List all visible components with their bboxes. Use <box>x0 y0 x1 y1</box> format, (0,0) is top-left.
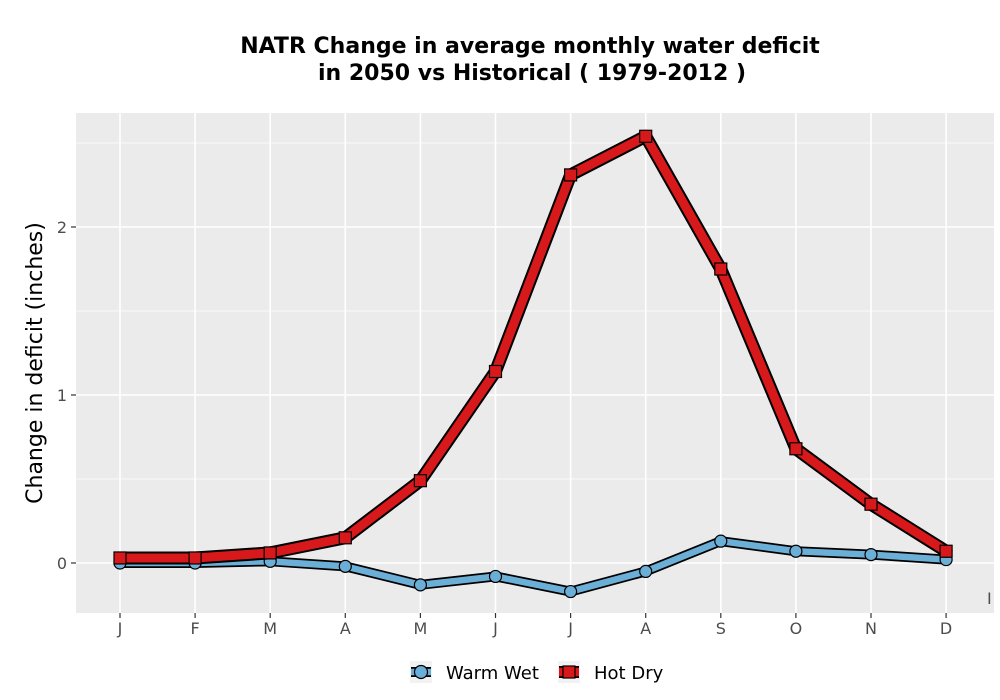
data-point <box>789 442 803 456</box>
plot-panel <box>76 113 994 613</box>
data-point <box>263 546 277 560</box>
data-point <box>113 551 127 565</box>
stray-label: I <box>987 589 992 608</box>
legend-key-marker <box>413 664 429 680</box>
legend-item: Hot Dry <box>558 661 664 684</box>
x-tick-label: A <box>640 619 651 638</box>
chart-title: NATR Change in average monthly water def… <box>240 34 820 59</box>
data-point <box>864 547 878 562</box>
data-point <box>939 544 953 558</box>
x-tick-label: S <box>716 619 726 638</box>
data-point <box>488 364 503 379</box>
data-point <box>639 129 653 143</box>
series-line <box>116 537 950 595</box>
series-line <box>115 131 951 563</box>
x-tick-label: J <box>117 619 123 638</box>
data-point <box>413 578 427 592</box>
y-axis-label: Change in deficit (inches) <box>23 222 48 504</box>
gridlines <box>76 113 994 613</box>
data-point <box>488 569 503 584</box>
x-tick-label: N <box>865 619 877 638</box>
y-tick-label: 2 <box>57 218 67 237</box>
series-layer <box>113 129 953 599</box>
data-point <box>563 584 578 599</box>
data-point <box>338 531 352 545</box>
x-tick-label: A <box>340 619 351 638</box>
x-tick-label: J <box>492 619 498 638</box>
data-point <box>338 559 352 573</box>
legend-key-marker <box>562 665 576 679</box>
data-point <box>639 564 653 579</box>
data-point <box>714 534 728 548</box>
y-tick-label: 0 <box>57 554 67 573</box>
legend-label: Hot Dry <box>594 663 664 684</box>
y-axis: 0 1 2 <box>57 218 76 573</box>
y-tick-label: 1 <box>57 386 67 405</box>
data-point <box>413 474 427 488</box>
legend-label: Warm Wet <box>446 663 539 684</box>
x-tick-label: D <box>940 619 952 638</box>
data-point <box>789 544 803 558</box>
x-tick-label: O <box>790 619 803 638</box>
data-point <box>864 497 878 511</box>
series-hot-dry <box>113 129 953 565</box>
legend-item: Warm Wet <box>410 661 539 684</box>
legend: Warm Wet Hot Dry <box>410 661 664 684</box>
x-tick-label: M <box>263 619 277 638</box>
x-tick-label: M <box>413 619 427 638</box>
data-point <box>188 551 202 565</box>
data-point <box>563 168 578 182</box>
x-tick-label: F <box>190 619 199 638</box>
data-point <box>714 262 728 276</box>
x-tick-label: J <box>567 619 573 638</box>
series-warm-wet <box>113 534 953 599</box>
chart-subtitle: in 2050 vs Historical ( 1979-2012 ) <box>318 61 746 86</box>
